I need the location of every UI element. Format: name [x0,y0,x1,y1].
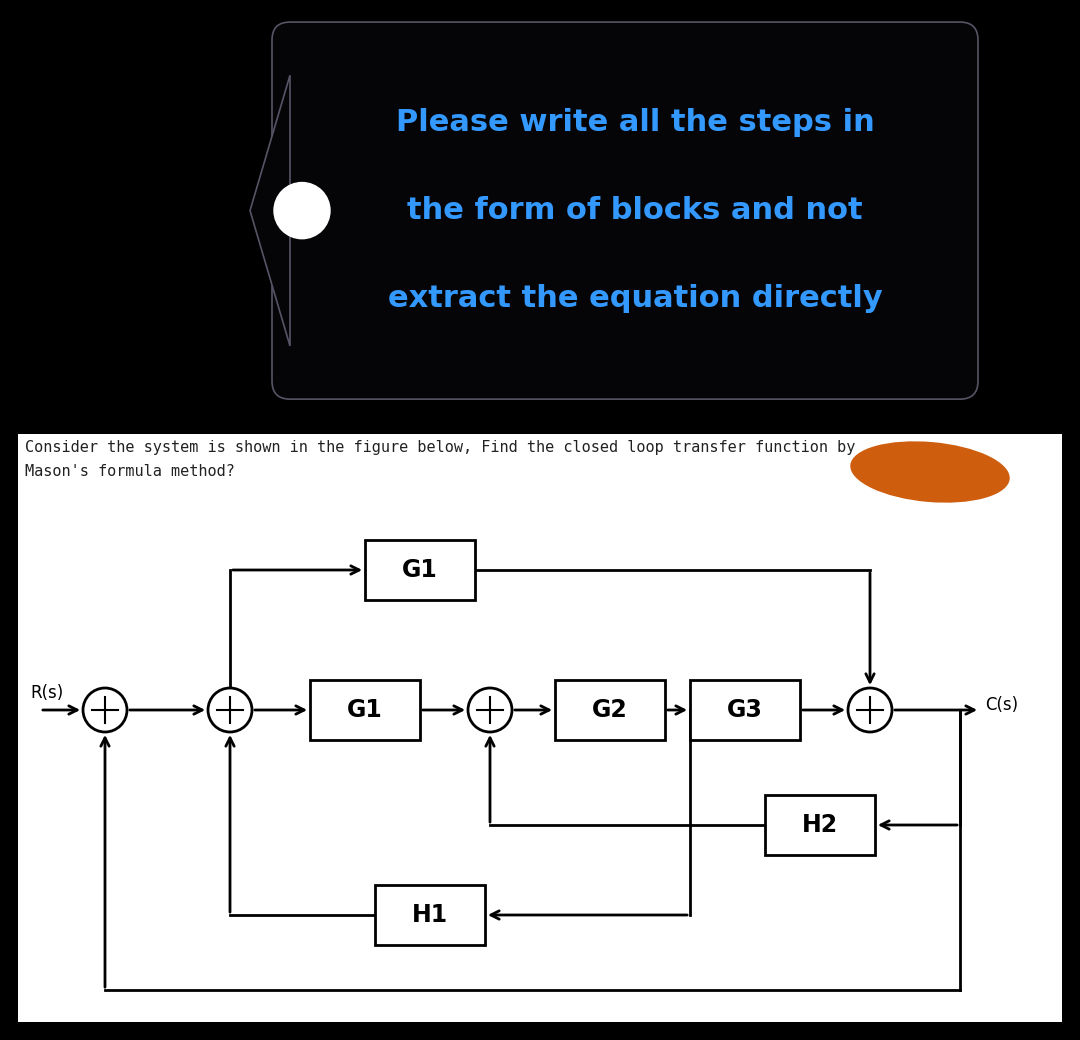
Text: H2: H2 [802,813,838,837]
FancyBboxPatch shape [365,540,475,600]
Text: C(s): C(s) [985,696,1018,714]
Circle shape [468,688,512,732]
Polygon shape [292,76,305,345]
Text: G3: G3 [727,698,762,722]
FancyBboxPatch shape [272,22,978,399]
Text: Please write all the steps in: Please write all the steps in [395,108,875,137]
Text: G1: G1 [402,558,437,582]
FancyBboxPatch shape [555,680,665,740]
Text: extract the equation directly: extract the equation directly [388,284,882,313]
Ellipse shape [850,441,1010,502]
Circle shape [208,688,252,732]
Circle shape [83,688,127,732]
FancyBboxPatch shape [18,434,1062,1022]
Text: G1: G1 [347,698,383,722]
FancyBboxPatch shape [690,680,800,740]
Text: Mason's formula method?: Mason's formula method? [25,464,234,479]
Text: the form of blocks and not: the form of blocks and not [407,197,863,225]
Text: Consider the system is shown in the figure below, Find the closed loop transfer : Consider the system is shown in the figu… [25,440,855,456]
Text: H1: H1 [411,903,448,927]
Text: G2: G2 [592,698,627,722]
Polygon shape [249,75,291,346]
FancyBboxPatch shape [310,680,420,740]
FancyBboxPatch shape [375,885,485,945]
FancyBboxPatch shape [765,795,875,855]
Circle shape [848,688,892,732]
Text: R(s): R(s) [30,684,64,702]
Circle shape [274,183,330,239]
